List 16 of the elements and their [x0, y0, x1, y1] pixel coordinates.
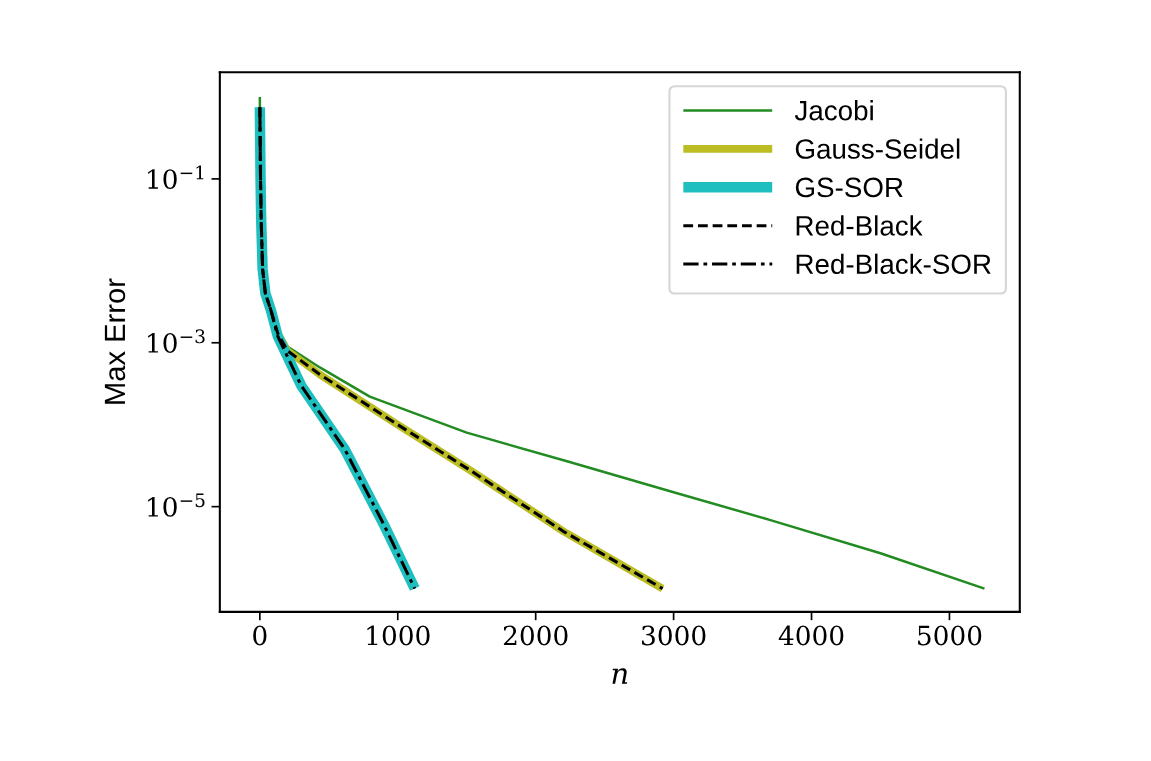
legend-label: Red-Black — [796, 215, 923, 236]
x-tick-label: 1000 — [367, 625, 430, 646]
legend-label: Red-Black-SOR — [796, 253, 991, 275]
x-tick-label: 3000 — [642, 625, 706, 646]
x-axis-title: n — [612, 668, 628, 684]
x-tick-label: 2000 — [503, 625, 568, 646]
legend-label: Gauss-Seidel — [795, 138, 960, 159]
legend-label: GS-SOR — [795, 177, 903, 198]
y-tick-label: 10$^{−3}$ — [148, 329, 205, 353]
x-tick-label: 0 — [253, 625, 267, 646]
y-tick-label: 10$^{−5}$ — [148, 493, 205, 517]
x-tick-label: 5000 — [918, 625, 982, 646]
y-tick-label: 10$^{−1}$ — [148, 165, 204, 190]
y-axis-title: Max Error — [104, 278, 126, 404]
legend-label: Jacobi — [794, 100, 873, 121]
x-tick-label: 4000 — [778, 625, 844, 646]
